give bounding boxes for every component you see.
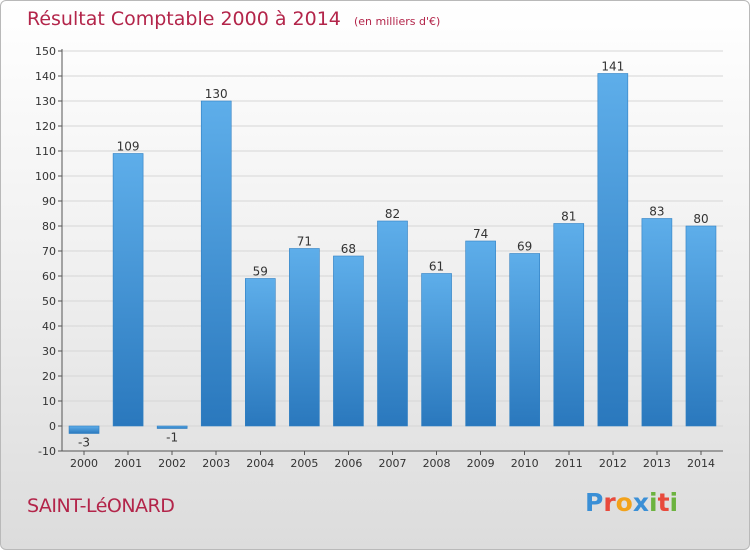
data-label-2005: 71: [297, 235, 312, 249]
x-tick-label: 2013: [643, 457, 671, 470]
y-tick-label: 10: [42, 395, 56, 408]
bar-2003: [200, 100, 232, 427]
data-label-2013: 83: [649, 205, 664, 219]
x-tick-label: 2010: [511, 457, 539, 470]
x-tick-label: 2007: [379, 457, 407, 470]
data-label-2006: 68: [341, 242, 356, 256]
x-tick-label: 2006: [334, 457, 362, 470]
x-tick-label: 2005: [290, 457, 318, 470]
x-tick-label: 2008: [423, 457, 451, 470]
logo-letter: i: [649, 488, 658, 517]
chart-title: Résultat Comptable 2000 à 2014: [27, 8, 341, 30]
y-tick-label: 120: [35, 120, 56, 133]
y-tick-label: 60: [42, 270, 56, 283]
bar-2014: [685, 225, 717, 427]
y-tick-label: 50: [42, 295, 56, 308]
y-tick-label: 30: [42, 345, 56, 358]
axes: [58, 49, 723, 455]
x-tick-label: 2012: [599, 457, 627, 470]
data-label-2001: 109: [117, 140, 140, 154]
bar-2000: [68, 425, 100, 434]
data-label-2010: 69: [517, 240, 532, 254]
bar-2012: [597, 73, 629, 427]
x-tick-label: 2004: [246, 457, 274, 470]
x-tick-label: 2011: [555, 457, 583, 470]
logo-letter: t: [657, 488, 670, 517]
logo-letter: x: [632, 488, 649, 517]
bar-2005: [289, 248, 320, 427]
y-tick-label: 90: [42, 195, 56, 208]
x-tick-label: 2014: [687, 457, 715, 470]
data-label-2000: -3: [78, 436, 90, 450]
x-tick-label: 2000: [70, 457, 98, 470]
bar-2008: [421, 273, 452, 427]
chart-subtitle: (en milliers d'€): [353, 15, 441, 28]
y-tick-label: 130: [35, 95, 56, 108]
data-label-2011: 81: [561, 210, 576, 224]
y-tick-label: 100: [35, 170, 56, 183]
bar-2007: [377, 220, 408, 427]
x-tick-labels: 2000 2001 2002 2003 2004 2005 2006 2007 2008 2009…: [70, 457, 715, 470]
data-labels: -3 109 -1 130 59 71 68 82 61 74 69 81 141 83 80: [78, 60, 709, 450]
bar-2002: [156, 425, 188, 429]
y-tick-label: 20: [42, 370, 56, 383]
bar-2006: [333, 255, 364, 427]
y-tick-label: 110: [35, 145, 56, 158]
x-tick-label: 2003: [202, 457, 230, 470]
logo-letter: r: [603, 488, 616, 517]
town-name: SAINT-LéONARD: [27, 495, 175, 517]
data-label-2012: 141: [601, 60, 624, 74]
y-tick-label: 140: [35, 70, 56, 83]
bar-2010: [509, 253, 541, 427]
y-tick-label: 40: [42, 320, 56, 333]
title-row: Résultat Comptable 2000 à 2014 (en milli…: [27, 8, 440, 30]
data-label-2002: -1: [166, 431, 178, 445]
x-tick-label: 2009: [467, 457, 495, 470]
bar-2001: [112, 153, 144, 427]
y-tick-labels: -10 0 10 20 30 40 50 60 70 80 90 100 110 120 130 140 150: [35, 45, 56, 458]
data-label-2004: 59: [253, 265, 268, 279]
x-tick-label: 2001: [114, 457, 142, 470]
data-label-2014: 80: [693, 212, 708, 226]
data-label-2009: 74: [473, 227, 488, 241]
bar-2011: [553, 223, 585, 427]
bar-2009: [465, 240, 496, 427]
data-label-2003: 130: [205, 87, 228, 101]
logo-letter: i: [669, 488, 679, 517]
y-tick-label: 80: [42, 220, 56, 233]
y-tick-label: 0: [49, 420, 56, 433]
y-tick-label: -10: [38, 445, 56, 458]
bars: [68, 73, 717, 434]
y-tick-label: 150: [35, 45, 56, 58]
logo-letter: P: [585, 488, 604, 517]
proxiti-logo[interactable]: Proxiti: [585, 488, 678, 517]
bar-2004: [245, 278, 276, 427]
logo-letter: o: [615, 488, 633, 517]
data-label-2008: 61: [429, 260, 444, 274]
y-tick-label: 70: [42, 245, 56, 258]
x-tick-label: 2002: [158, 457, 186, 470]
bar-2013: [641, 218, 673, 427]
data-label-2007: 82: [385, 207, 400, 221]
